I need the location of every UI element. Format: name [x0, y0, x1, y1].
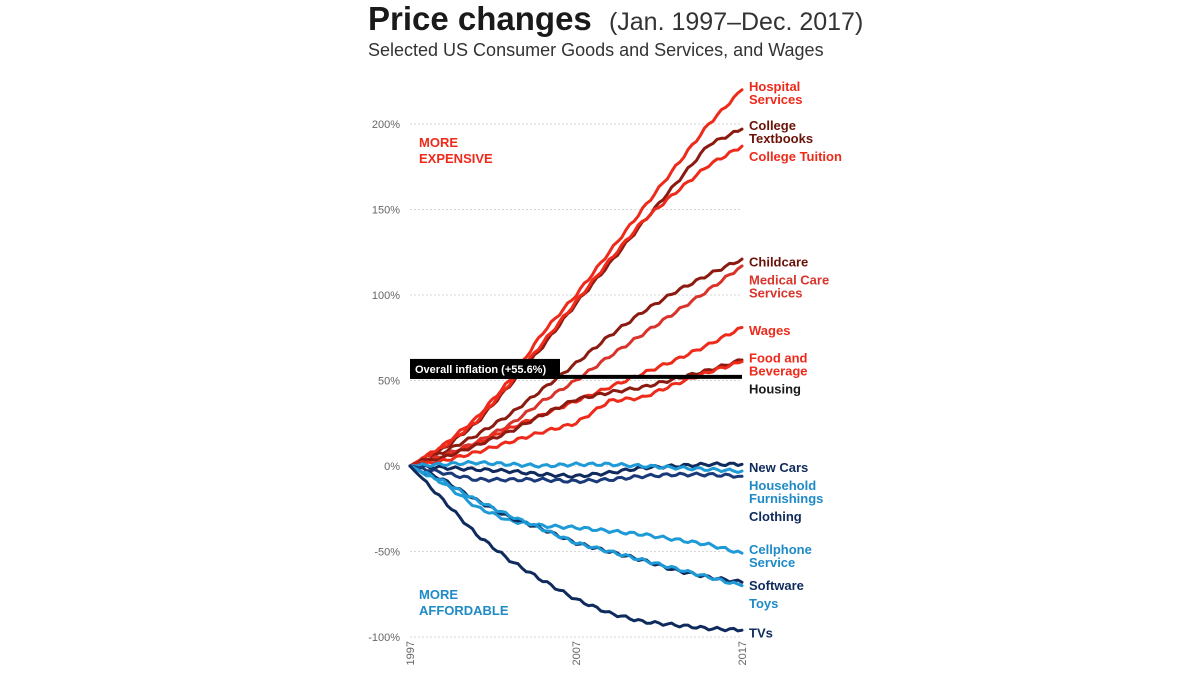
series-label-line: Service [749, 555, 795, 570]
series-label-food-and-beverage: Food and Beverage [749, 351, 808, 379]
series-label-medical-care-services: Medical Care Services [749, 273, 829, 301]
y-tick-label: -50% [374, 547, 400, 559]
series-line-clothing [408, 464, 744, 485]
chart-title-main: Price changes [368, 0, 592, 37]
series-label-college-textbooks: College Textbooks [749, 118, 813, 146]
series-label-line: Food and [749, 351, 808, 366]
annotation-more-affordable: MORE AFFORDABLE [419, 587, 509, 618]
series-label-line: Software [749, 578, 804, 593]
series-label-hospital-services: Hospital Services [749, 79, 803, 107]
y-tick-label: 150% [372, 205, 400, 217]
series-label-line: Toys [749, 596, 778, 611]
series-line-software [408, 464, 744, 584]
x-tick-label: 1997 [405, 641, 417, 665]
series-label-line: Medical Care [749, 273, 829, 288]
x-tick-label: 2007 [571, 641, 583, 665]
series-label-line: Childcare [749, 255, 808, 270]
series-label-line: New Cars [749, 460, 808, 475]
series-label-line: TVs [749, 626, 773, 641]
y-tick-label: 50% [378, 376, 400, 388]
annotation-more-expensive: MORE EXPENSIVE [419, 135, 493, 166]
annotation-more-expensive-line2: EXPENSIVE [419, 151, 493, 166]
annotation-more-expensive-line1: MORE [419, 135, 458, 150]
overall-inflation-label: Overall inflation (+55.6%) [415, 364, 546, 376]
y-tick-label: 0% [384, 461, 400, 473]
overall-inflation-label-box [410, 358, 560, 379]
series-label-line: Textbooks [749, 131, 813, 146]
series-label-line: Housing [749, 382, 801, 397]
y-tick-label: -100% [368, 632, 400, 644]
series-label-line: Beverage [749, 364, 808, 379]
chart-title: Price changes (Jan. 1997–Dec. 2017) [368, 0, 863, 37]
series-label-clothing: Clothing [749, 509, 802, 524]
chart-subtitle: Selected US Consumer Goods and Services,… [368, 40, 824, 60]
series-label-line: Services [749, 286, 803, 301]
series-line-food-and-beverage [408, 360, 744, 468]
overall-inflation-marker: Overall inflation (+55.6%) [410, 358, 742, 379]
series-layer [408, 88, 744, 633]
series-line-hospital-services [408, 88, 744, 468]
chart-title-range: (Jan. 1997–Dec. 2017) [609, 8, 863, 36]
series-line-household-furnishings [408, 460, 744, 474]
series-label-line: Cellphone [749, 542, 812, 557]
series-label-childcare: Childcare [749, 255, 808, 270]
series-label-college-tuition: College Tuition [749, 149, 842, 164]
series-label-wages: Wages [749, 323, 790, 338]
series-label-line: Clothing [749, 509, 802, 524]
series-label-cellphone-service: Cellphone Service [749, 542, 812, 570]
series-label-line: College Tuition [749, 149, 842, 164]
series-line-medical-care-services [408, 264, 744, 468]
x-tick-label: 2017 [737, 641, 749, 665]
series-label-tvs: TVs [749, 626, 773, 641]
series-label-housing: Housing [749, 382, 801, 397]
series-line-college-tuition [408, 144, 744, 468]
series-line-cellphone-service [408, 464, 744, 555]
series-label-line: College [749, 118, 796, 133]
y-axis-ticks: 200% 150% 100% 50% 0% -50% -100% [368, 119, 400, 644]
series-label-software: Software [749, 578, 804, 593]
series-line-childcare [408, 257, 744, 468]
series-label-household-furnishings: Household Furnishings [749, 478, 823, 506]
series-label-line: Hospital [749, 79, 800, 94]
series-label-line: Wages [749, 323, 790, 338]
series-label-line: Services [749, 92, 803, 107]
series-line-toys [408, 464, 744, 588]
annotation-more-affordable-line1: MORE [419, 587, 458, 602]
y-tick-label: 200% [372, 119, 400, 131]
y-tick-label: 100% [372, 290, 400, 302]
series-line-new-cars [408, 461, 744, 479]
series-line-tvs [408, 464, 744, 633]
series-label-toys: Toys [749, 596, 778, 611]
series-label-line: Household [749, 478, 816, 493]
x-axis-ticks: 1997 2007 2017 [405, 641, 749, 665]
series-label-new-cars: New Cars [749, 460, 808, 475]
annotation-more-affordable-line2: AFFORDABLE [419, 603, 509, 618]
series-label-line: Furnishings [749, 491, 823, 506]
